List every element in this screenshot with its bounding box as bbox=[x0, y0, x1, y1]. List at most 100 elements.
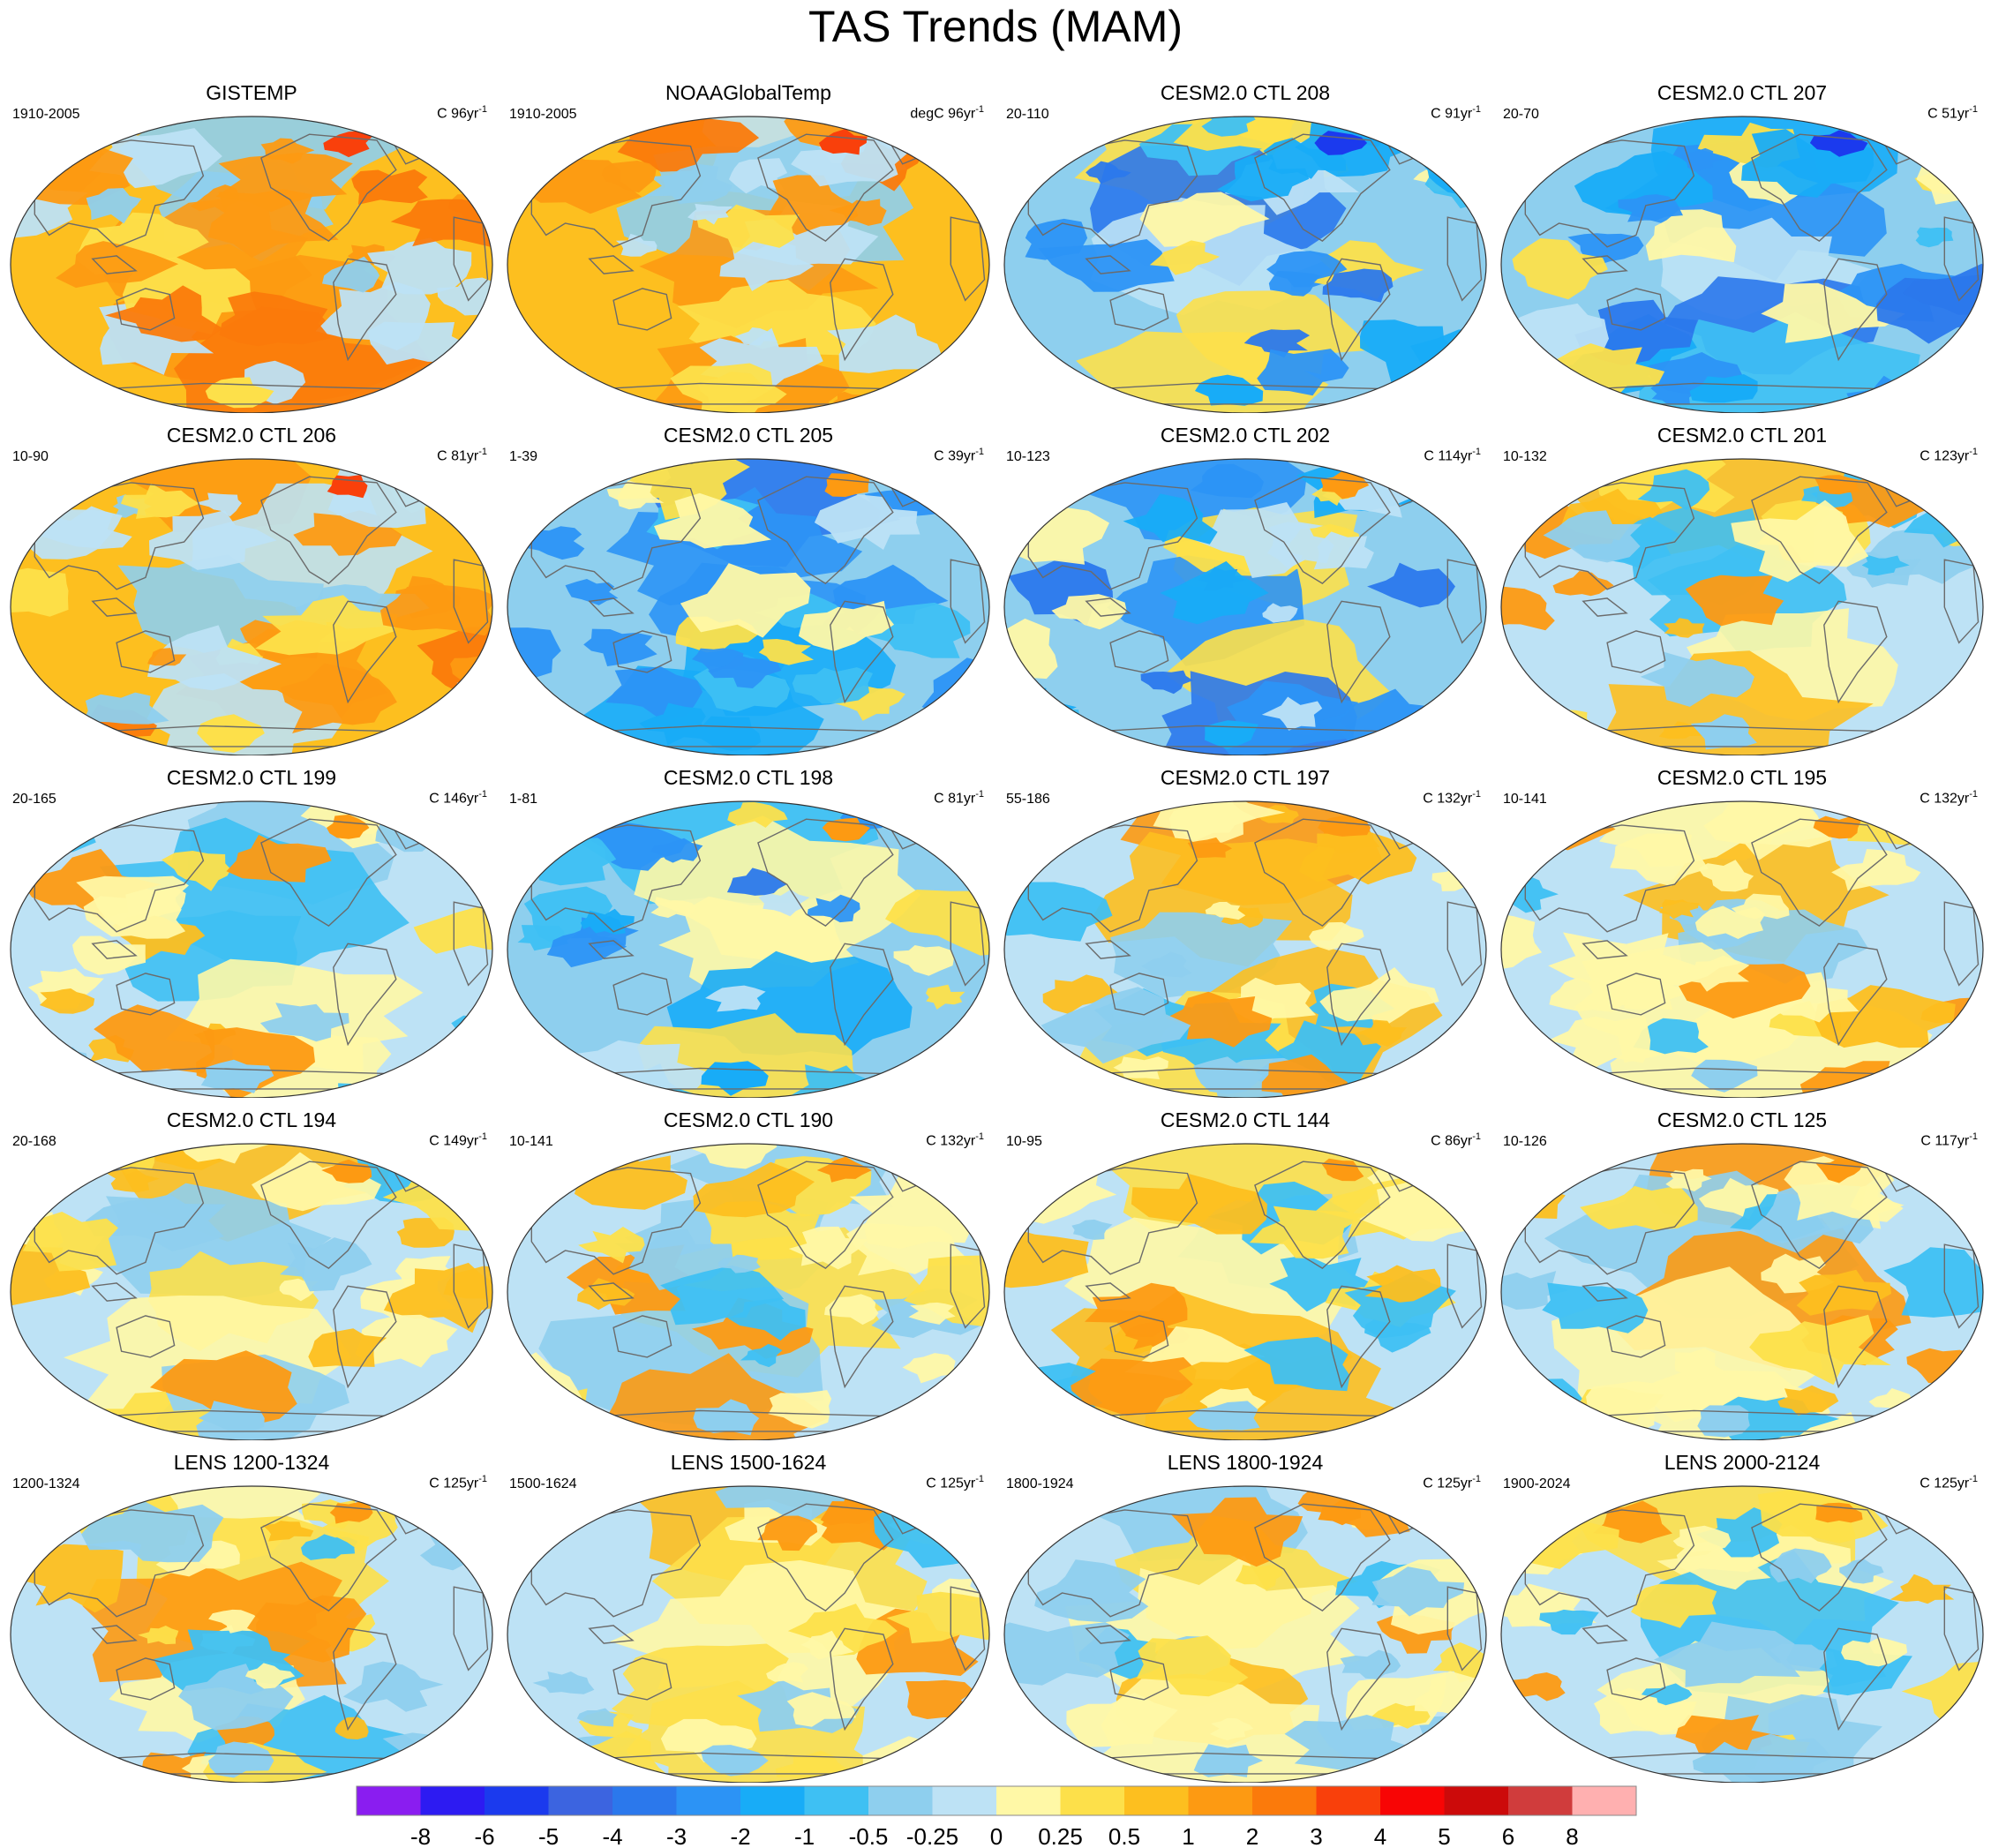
panel-title: CESM2.0 CTL 199 bbox=[166, 766, 337, 789]
colorbar-swatch bbox=[868, 1786, 933, 1815]
colorbar-swatch bbox=[932, 1786, 997, 1815]
panel-period-label: 10-132 bbox=[1503, 449, 1547, 464]
map-plot bbox=[1003, 1143, 1487, 1440]
panel-units-label: C 146yr-1 bbox=[429, 785, 487, 808]
colorbar-tick-label: -0.25 bbox=[906, 1823, 958, 1848]
trend-field bbox=[1004, 1486, 1486, 1783]
panel-units-label: degC 96yr-1 bbox=[910, 101, 984, 123]
map-plot bbox=[1003, 800, 1487, 1098]
map-plot bbox=[1003, 458, 1487, 755]
panel-units-text: C 117yr bbox=[1920, 1133, 1970, 1149]
trend-field bbox=[11, 116, 492, 413]
panel-units-text: C 149yr bbox=[429, 1133, 479, 1149]
panel-units-exponent: -1 bbox=[1472, 447, 1481, 457]
trend-field bbox=[1004, 801, 1486, 1098]
panel-units-exponent: -1 bbox=[478, 1131, 487, 1142]
trend-field bbox=[507, 459, 989, 755]
map-border bbox=[10, 116, 493, 413]
trend-field bbox=[1501, 801, 1983, 1098]
map-plot bbox=[10, 800, 493, 1098]
colorbar-tick-label: 2 bbox=[1246, 1823, 1258, 1848]
colorbar-tick-label: 5 bbox=[1438, 1823, 1450, 1848]
panel-units-label: C 125yr-1 bbox=[429, 1470, 487, 1492]
panel-title: CESM2.0 CTL 207 bbox=[1657, 81, 1828, 104]
panel-units-text: C 81yr bbox=[934, 791, 976, 807]
map-plot bbox=[1500, 458, 1984, 755]
panel-period-label: 1-81 bbox=[509, 792, 538, 807]
map-border bbox=[10, 1485, 493, 1783]
panel-title: CESM2.0 CTL 190 bbox=[663, 1108, 834, 1131]
panel-units-text: C 114yr bbox=[1424, 448, 1473, 464]
panel-units-label: C 132yr-1 bbox=[1920, 785, 1978, 808]
panel-period-label: 1500-1624 bbox=[509, 1476, 577, 1491]
panel-units-label: C 123yr-1 bbox=[1920, 443, 1978, 465]
colorbar-tick-label: -3 bbox=[666, 1823, 687, 1848]
colorbar-tick-label: 4 bbox=[1374, 1823, 1386, 1848]
map-plot bbox=[1500, 800, 1984, 1098]
map-plot bbox=[10, 116, 493, 413]
panel-units-label: C 125yr-1 bbox=[926, 1470, 984, 1492]
panel-units-exponent: -1 bbox=[1472, 1474, 1481, 1484]
panel-units-text: C 146yr bbox=[429, 791, 479, 807]
colorbar-swatch bbox=[420, 1786, 485, 1815]
panel-title: CESM2.0 CTL 125 bbox=[1657, 1108, 1828, 1131]
panel-title: CESM2.0 CTL 208 bbox=[1160, 81, 1331, 104]
colorbar-tick-label: 1 bbox=[1182, 1823, 1194, 1848]
colorbar-swatch bbox=[1124, 1786, 1189, 1815]
colorbar-tick-label: -4 bbox=[602, 1823, 622, 1848]
colorbar-swatch bbox=[1380, 1786, 1445, 1815]
map-panel: CESM2.0 CTL 201 10-132 C 123yr-1 bbox=[1494, 424, 1990, 755]
colorbar-tick-label: 6 bbox=[1502, 1823, 1514, 1848]
map-border bbox=[1003, 800, 1487, 1098]
map-panel: CESM2.0 CTL 190 10-141 C 132yr-1 bbox=[500, 1108, 996, 1440]
map-plot bbox=[10, 1485, 493, 1783]
map-border bbox=[1500, 1143, 1984, 1440]
panel-units-label: C 81yr-1 bbox=[437, 443, 487, 465]
map-plot bbox=[10, 1143, 493, 1440]
map-panel: CESM2.0 CTL 208 20-110 C 91yr-1 bbox=[997, 81, 1493, 413]
panel-units-label: C 39yr-1 bbox=[934, 443, 984, 465]
map-plot bbox=[507, 1485, 990, 1783]
colorbar-swatch bbox=[612, 1786, 677, 1815]
panel-units-exponent: -1 bbox=[975, 447, 984, 457]
trend-field bbox=[1501, 1144, 1983, 1440]
colorbar-swatch bbox=[485, 1786, 549, 1815]
map-panel: CESM2.0 CTL 206 10-90 C 81yr-1 bbox=[4, 424, 500, 755]
trend-field bbox=[507, 1144, 989, 1440]
panel-title: LENS 1500-1624 bbox=[670, 1451, 827, 1474]
map-panel: CESM2.0 CTL 194 20-168 C 149yr-1 bbox=[4, 1108, 500, 1440]
panel-period-label: 10-126 bbox=[1503, 1134, 1547, 1149]
panel-units-exponent: -1 bbox=[1472, 104, 1481, 115]
map-border bbox=[1500, 800, 1984, 1098]
panel-units-text: C 132yr bbox=[1920, 791, 1970, 807]
map-panel: CESM2.0 CTL 205 1-39 C 39yr-1 bbox=[500, 424, 996, 755]
panel-title: CESM2.0 CTL 206 bbox=[166, 424, 337, 447]
panel-units-exponent: -1 bbox=[975, 789, 984, 800]
panel-units-exponent: -1 bbox=[1969, 1131, 1978, 1142]
colorbar-swatch bbox=[676, 1786, 741, 1815]
panel-title: CESM2.0 CTL 201 bbox=[1657, 424, 1828, 447]
map-border bbox=[1003, 458, 1487, 755]
trend-field bbox=[507, 1486, 989, 1783]
panel-units-exponent: -1 bbox=[478, 447, 487, 457]
colorbar-swatch bbox=[1444, 1786, 1509, 1815]
map-plot bbox=[1500, 1143, 1984, 1440]
colorbar-tick-label: -5 bbox=[538, 1823, 559, 1848]
panel-units-exponent: -1 bbox=[478, 1474, 487, 1484]
map-plot bbox=[1003, 116, 1487, 413]
colorbar-border bbox=[356, 1785, 1637, 1816]
map-border bbox=[507, 116, 990, 413]
colorbar-swatch bbox=[1060, 1786, 1125, 1815]
panel-title: CESM2.0 CTL 194 bbox=[166, 1108, 337, 1131]
panel-units-text: C 125yr bbox=[1920, 1476, 1970, 1491]
panel-period-label: 10-123 bbox=[1006, 449, 1050, 464]
map-border bbox=[1500, 116, 1984, 413]
panel-units-exponent: -1 bbox=[1472, 789, 1481, 800]
colorbar-swatch bbox=[357, 1786, 421, 1815]
panel-title: CESM2.0 CTL 198 bbox=[663, 766, 834, 789]
colorbar-tick-label: 8 bbox=[1566, 1823, 1578, 1848]
continent-outlines bbox=[530, 470, 986, 747]
panel-period-label: 10-141 bbox=[509, 1134, 553, 1149]
panel-units-text: C 132yr bbox=[1423, 791, 1473, 807]
colorbar-tick-label: 0.5 bbox=[1108, 1823, 1140, 1848]
